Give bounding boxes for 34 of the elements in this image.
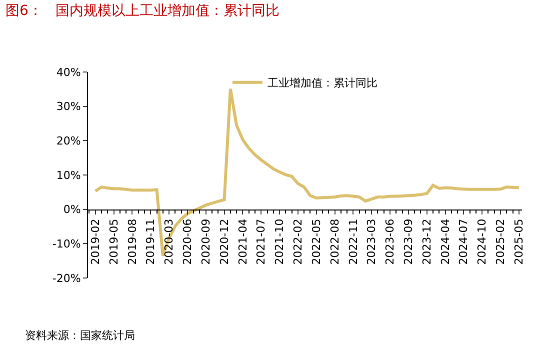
x-tick-label: 2021-07 [254, 218, 268, 265]
x-tick-label: 2020-12 [218, 218, 231, 265]
x-tick-label: 2022-08 [328, 218, 342, 265]
y-tick-label: -10% [52, 238, 81, 251]
chart-title: 图6： 国内规模以上工业增加值：累计同比 [5, 3, 280, 20]
x-tick-label: 2024-07 [457, 218, 470, 265]
x-tick-label: 2019-08 [126, 218, 139, 265]
x-tick-label: 2020-09 [199, 218, 212, 265]
x-tick-label: 2023-12 [420, 218, 434, 265]
legend-label: 工业增加值：累计同比 [268, 76, 378, 90]
x-tick-label: 2020-06 [181, 218, 194, 265]
x-tick-label: 2019-02 [88, 218, 102, 265]
x-tick-label: 2020-03 [162, 218, 176, 265]
x-tick-label: 2024-10 [476, 218, 489, 265]
y-tick-label: 30% [56, 100, 81, 114]
x-tick-label: 2024-04 [438, 218, 452, 265]
y-tick-label: 40% [56, 66, 81, 79]
y-tick-label: 0% [63, 203, 81, 216]
x-tick-label: 2023-03 [365, 218, 378, 265]
x-tick-label: 2022-02 [292, 218, 305, 265]
x-tick-label: 2022-11 [346, 218, 360, 265]
x-tick-label: 2021-04 [236, 218, 250, 265]
text: 资料来源：国家统计局 [25, 329, 135, 342]
x-tick-label: 2019-05 [107, 218, 120, 265]
x-tick-label: 2023-09 [402, 218, 416, 265]
x-tick-label: 2023-06 [384, 218, 397, 265]
x-tick-label: 2021-10 [273, 218, 286, 265]
x-tick-label: 2022-05 [310, 218, 323, 265]
y-tick-label: -20% [52, 272, 81, 285]
x-tick-label: 2025-02 [494, 218, 508, 265]
y-tick-label: 20% [56, 134, 81, 148]
x-tick-label: 2019-11 [144, 218, 158, 265]
y-tick-label: 10% [56, 168, 81, 182]
x-tick-label: 2025-05 [512, 218, 526, 265]
